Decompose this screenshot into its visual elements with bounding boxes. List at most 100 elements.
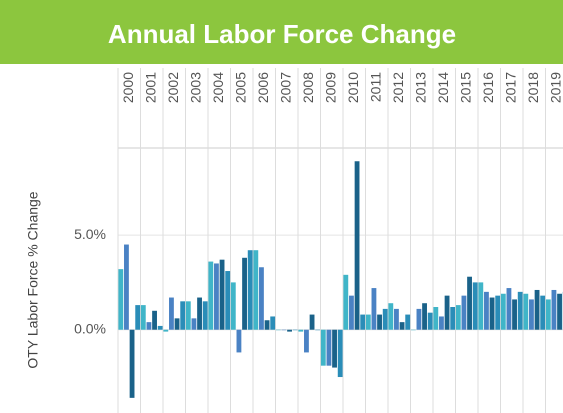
bar xyxy=(394,308,399,330)
bar xyxy=(422,303,427,330)
bar xyxy=(450,307,456,330)
bar xyxy=(174,318,180,330)
bar xyxy=(332,329,337,368)
bar xyxy=(225,271,231,330)
year-label: 2017 xyxy=(502,72,518,103)
bar xyxy=(135,305,141,330)
year-label: 2005 xyxy=(232,72,248,103)
bar xyxy=(388,303,394,330)
year-label: 2016 xyxy=(480,72,496,103)
bar xyxy=(129,329,135,398)
bar xyxy=(489,297,495,330)
bar xyxy=(185,301,191,330)
y-tick-label: 5.0% xyxy=(74,226,106,242)
bar xyxy=(242,257,247,330)
bar xyxy=(416,308,422,330)
bar xyxy=(534,289,540,330)
bar xyxy=(304,329,309,353)
bar xyxy=(371,288,377,330)
bar xyxy=(377,314,382,330)
bar xyxy=(140,305,146,330)
bar xyxy=(455,305,461,330)
bar xyxy=(540,295,546,330)
year-label: 2000 xyxy=(120,72,136,103)
bar xyxy=(360,314,366,330)
bar xyxy=(523,293,529,330)
year-label: 2010 xyxy=(345,72,361,103)
year-label: 2013 xyxy=(412,72,428,103)
year-label: 2004 xyxy=(210,72,226,103)
bar xyxy=(157,325,163,330)
year-label: 2014 xyxy=(435,72,451,103)
bar xyxy=(551,289,557,330)
bar xyxy=(545,299,551,330)
bar xyxy=(152,310,157,330)
bar xyxy=(405,314,411,330)
bar xyxy=(343,274,349,330)
bar xyxy=(275,329,281,331)
bar xyxy=(326,329,332,366)
bar xyxy=(399,322,405,330)
bar xyxy=(557,293,562,330)
bar xyxy=(169,297,174,330)
bar xyxy=(495,295,501,330)
bar xyxy=(292,329,298,331)
bar xyxy=(461,295,467,330)
bar xyxy=(264,320,270,330)
bar xyxy=(410,329,416,331)
bar xyxy=(253,250,259,330)
year-label: 2007 xyxy=(277,72,293,103)
year-label: 2019 xyxy=(547,72,563,103)
bar xyxy=(208,261,214,330)
bar xyxy=(214,263,219,330)
bar xyxy=(382,308,388,330)
bar xyxy=(529,299,534,330)
bar xyxy=(365,314,371,330)
bar xyxy=(467,276,472,330)
year-label: 2006 xyxy=(255,72,271,103)
bar xyxy=(500,293,506,330)
bar xyxy=(315,329,321,331)
bar xyxy=(180,301,186,330)
year-label: 2001 xyxy=(142,72,158,103)
bar xyxy=(259,267,264,330)
title-banner xyxy=(0,0,563,64)
bar xyxy=(349,295,354,330)
bar xyxy=(484,291,489,330)
year-label: 2015 xyxy=(457,72,473,103)
y-axis-label: OTY Labor Force % Change xyxy=(25,191,41,368)
bar xyxy=(146,322,152,330)
bar xyxy=(433,307,439,330)
bar xyxy=(287,329,292,332)
bar xyxy=(202,301,208,330)
bar xyxy=(512,299,517,330)
bar xyxy=(124,244,129,330)
bar xyxy=(281,329,287,331)
bar xyxy=(236,329,242,353)
year-label: 2011 xyxy=(367,72,383,102)
bar xyxy=(444,295,450,330)
bar xyxy=(320,329,326,366)
bar xyxy=(247,250,253,330)
year-label: 2009 xyxy=(322,72,338,103)
year-label: 2018 xyxy=(525,72,541,103)
bar xyxy=(219,259,225,330)
bar xyxy=(298,329,304,332)
year-label: 2002 xyxy=(165,72,181,103)
bar xyxy=(354,161,360,330)
bar xyxy=(517,291,523,330)
y-tick-label: 0.0% xyxy=(74,320,106,336)
year-label: 2012 xyxy=(390,72,406,103)
bar xyxy=(439,316,444,330)
chart-title: Annual Labor Force Change xyxy=(108,19,456,49)
bar xyxy=(478,282,484,330)
bar xyxy=(163,329,169,332)
bar xyxy=(472,282,478,330)
bar xyxy=(197,297,202,330)
bar xyxy=(270,316,276,330)
bar xyxy=(427,312,433,330)
bar xyxy=(191,318,197,330)
bar xyxy=(309,314,315,330)
bar xyxy=(506,288,512,330)
